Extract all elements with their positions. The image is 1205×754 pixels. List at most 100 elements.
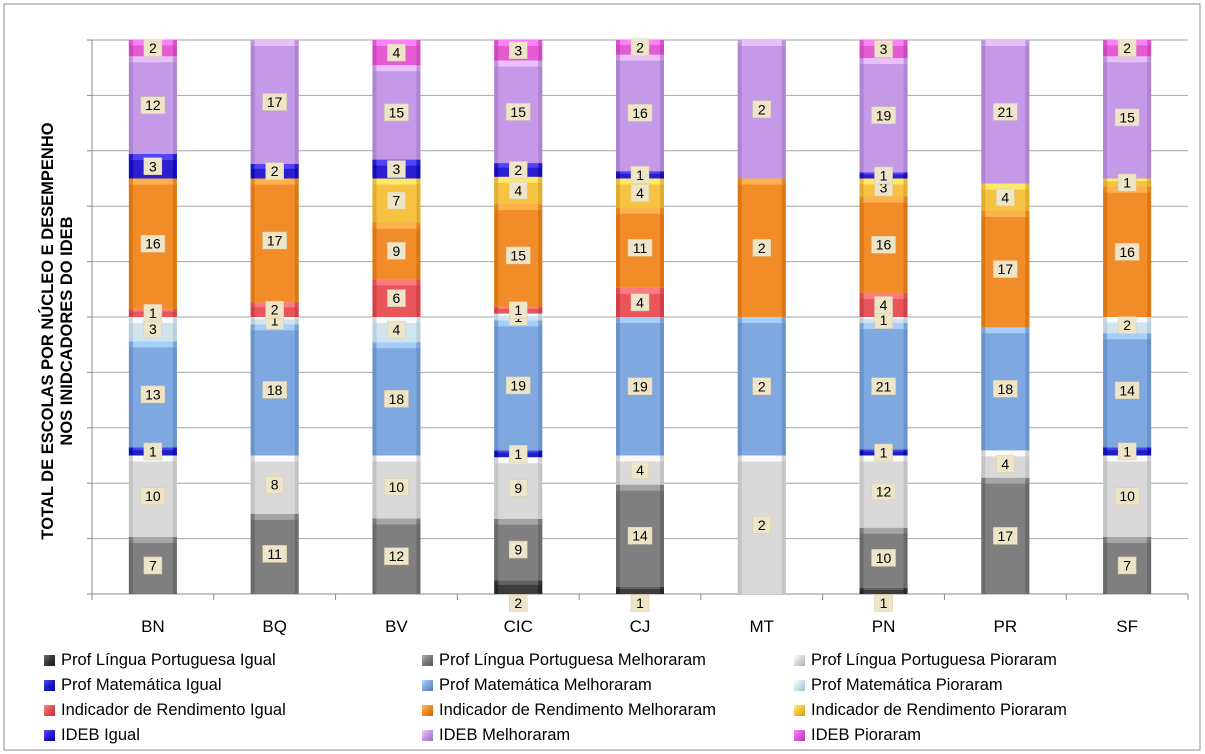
bar-segment: [859, 587, 908, 594]
data-label: 19: [876, 107, 892, 123]
data-label-box: [871, 482, 896, 501]
bar-segment-bevel: [859, 587, 908, 590]
legend-label: IDEB Igual: [61, 726, 140, 744]
data-label-box: [505, 103, 531, 121]
bar-segment-edge: [128, 536, 133, 594]
data-label-box: [508, 181, 528, 200]
bar-segment-edge: [538, 450, 543, 458]
bar-segment-edge: [172, 455, 177, 537]
data-label-box: [874, 40, 893, 58]
bar-segment-edge: [128, 178, 133, 309]
data-label: 14: [1119, 382, 1135, 398]
data-label: 1: [271, 313, 279, 329]
bar-segment-bevel: [616, 484, 664, 491]
legend-label: Indicador de Rendimento Pioraram: [811, 701, 1067, 719]
bar-segment-edge: [250, 302, 255, 317]
data-label-box: [874, 296, 893, 314]
category-label: SF: [1116, 617, 1138, 636]
bar-segment-edge: [250, 163, 255, 179]
data-label: 14: [632, 528, 648, 544]
data-label-box: [384, 103, 409, 122]
bar-segment-bevel: [250, 40, 299, 46]
legend-swatch: [44, 655, 55, 666]
data-label: 2: [271, 302, 279, 318]
bar-segment-edge: [903, 58, 908, 173]
data-label-box: [387, 242, 406, 260]
legend-item: IDEB Igual: [44, 726, 140, 745]
data-label: 4: [880, 297, 888, 313]
category-label: BV: [385, 617, 408, 636]
bar-segment-edge: [981, 183, 986, 211]
bar-segment-edge: [1025, 327, 1030, 451]
data-label: 2: [758, 378, 766, 394]
bar-segment-bevel: [494, 204, 543, 211]
data-label-box: [996, 188, 1015, 207]
bar-segment-edge: [494, 450, 499, 458]
legend-swatch: [422, 680, 433, 691]
data-label: 4: [636, 185, 644, 201]
bar-segment-edge: [616, 54, 620, 172]
bar-segment-bevel: [1103, 536, 1152, 543]
bar-segment-edge: [128, 317, 133, 342]
bar-segment-bevel: [616, 317, 664, 323]
bar-segment-edge: [903, 449, 908, 456]
data-label: 4: [393, 45, 401, 61]
bar-segment-edge: [416, 40, 421, 66]
bar-segment-bevel: [616, 54, 664, 61]
bar-segment-edge: [660, 54, 664, 172]
data-label: 17: [267, 94, 283, 110]
category-label: CJ: [630, 617, 651, 636]
data-label: 9: [514, 542, 522, 558]
data-label: 3: [880, 41, 888, 57]
bar-segment-edge: [294, 324, 299, 456]
bar-segment-bevel: [616, 586, 664, 590]
data-label: 2: [758, 517, 766, 533]
bar-segment-bevel: [981, 210, 1030, 217]
bar-segment-bevel: [372, 40, 421, 46]
bar-segment-edge: [660, 40, 664, 55]
data-label: 2: [149, 40, 157, 56]
category-label: CIC: [504, 617, 533, 636]
bar-segment-edge: [781, 317, 786, 456]
data-label: 9: [393, 243, 401, 259]
bar-segment-edge: [494, 580, 499, 594]
bar-segment-edge: [859, 196, 864, 293]
bar-segment-edge: [494, 40, 499, 61]
bar-segment-edge: [372, 455, 377, 519]
data-label-box: [752, 516, 772, 534]
bar-segment-edge: [737, 178, 742, 317]
legend-label: IDEB Melhoraram: [439, 726, 571, 744]
bar-segment-edge: [903, 196, 908, 293]
bar-segment-bevel: [372, 317, 421, 323]
data-label: 15: [510, 247, 526, 263]
data-label: 2: [271, 163, 279, 179]
bar-segment-edge: [250, 317, 255, 325]
bar-segment-edge: [903, 178, 908, 197]
data-label: 2: [1123, 317, 1131, 333]
bar-segment-edge: [859, 317, 864, 324]
legend-swatch: [422, 655, 433, 666]
data-label: 13: [145, 386, 161, 402]
legend-swatch: [794, 705, 805, 716]
legend-item: Indicador de Rendimento Melhoraram: [422, 701, 716, 720]
bar-segment-edge: [859, 58, 864, 173]
bar-segment-edge: [416, 518, 421, 594]
bar-segment-edge: [538, 320, 543, 451]
data-label: 7: [1123, 557, 1131, 573]
bar-segment-edge: [494, 60, 499, 164]
bar-segment-edge: [903, 455, 908, 528]
category-axis: BN BQ BV CIC CJ MT PN PR SF: [141, 617, 1138, 636]
bar-segment-edge: [1103, 447, 1108, 456]
bar-segment-bevel: [981, 327, 1030, 334]
bar-segment-bevel: [128, 56, 177, 63]
bar-segment-edge: [372, 40, 377, 66]
bar-segment-bevel: [981, 477, 1030, 484]
data-label: 4: [514, 182, 522, 198]
bar-segment-edge: [660, 317, 664, 456]
bar-segment-bevel: [494, 176, 543, 183]
data-label-box: [630, 461, 650, 479]
legend-item: IDEB Melhoraram: [422, 726, 570, 745]
bar-segment-edge: [981, 450, 986, 478]
legend-swatch: [44, 705, 55, 716]
bar-segment-edge: [859, 587, 864, 594]
